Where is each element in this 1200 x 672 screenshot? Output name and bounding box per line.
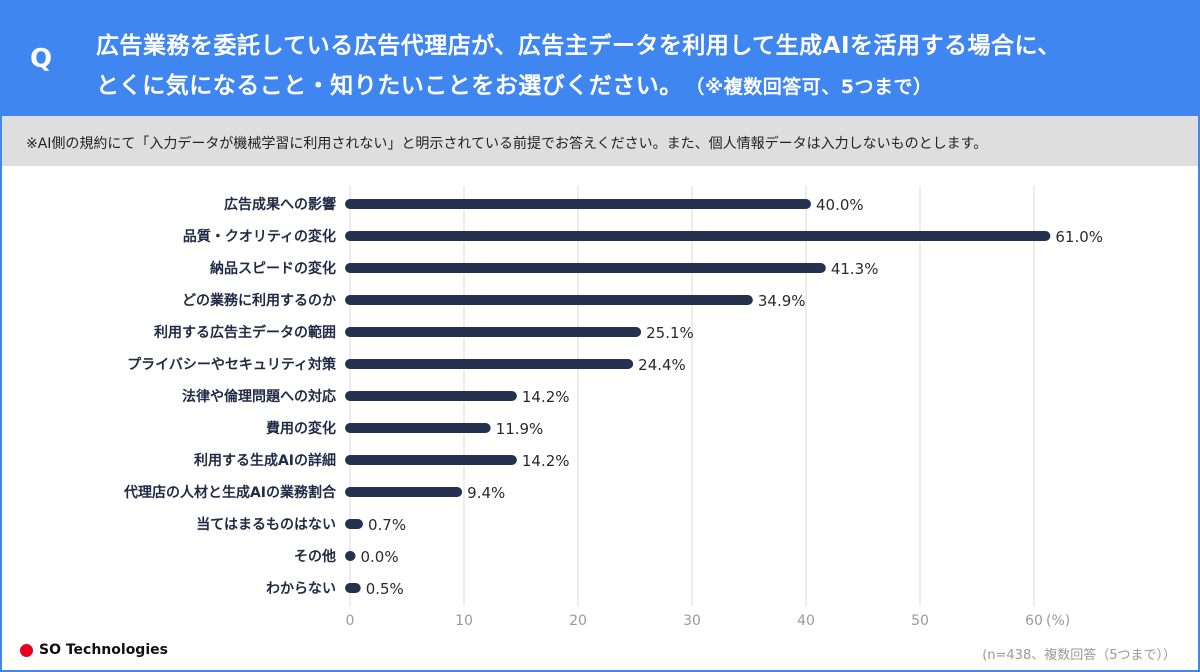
x-tick-label: 10 [455,613,473,629]
notice-banner: ※AI側の規約にて「入力データが機械学習に利用されない」と明示されている前提でお… [2,116,1198,166]
x-tick-label: 50 [911,613,929,629]
company-logo: SO Technologies [20,642,168,658]
category-label: 納品スピードの変化 [210,260,336,277]
logo-text: SO Technologies [39,642,168,658]
x-tick-label: 30 [683,613,701,629]
question-header: Q 広告業務を委託している広告代理店が、広告主データを利用して生成AIを活用する… [0,0,1200,116]
category-label: 品質・クオリティの変化 [183,228,336,245]
category-label: どの業務に利用するのか [182,292,336,309]
value-label: 14.2% [522,388,570,406]
category-label: 当てはまるものはない [196,516,336,533]
category-label: プライバシーやセキュリティ対策 [127,356,337,373]
bar-chart: 0 10 20 30 40 50 60 (%) 広告成果への影響 40.0% 品質・クオリティの変化… [123,186,1103,629]
question-line-2-text: とくに気になること・知りたいことをお選びください。 [96,73,683,99]
value-label: 34.9% [758,292,806,310]
value-label: 9.4% [467,484,505,502]
category-label: 広告成果への影響 [224,196,336,213]
x-tick-label: 0 [346,613,355,629]
label-layer: 0 10 20 30 40 50 60 (%) 広告成果への影響 40.0% 品質・クオリティの変化… [123,196,1103,629]
q-mark: Q [30,44,53,74]
value-label: 14.2% [522,452,570,470]
question-line-1: 広告業務を委託している広告代理店が、広告主データを利用して生成AIを活用する場合… [96,33,1061,59]
value-label: 61.0% [1055,228,1103,246]
category-label: 法律や倫理問題への対応 [182,388,336,405]
category-label: 利用する生成AIの詳細 [194,452,336,469]
value-label: 11.9% [496,420,544,438]
category-label: 代理店の人材と生成AIの業務割合 [123,484,337,501]
value-label: 41.3% [831,260,879,278]
grid-layer [349,186,1035,606]
bar-layer [345,199,1051,593]
question-note: （※複数回答可、5つまで） [694,76,933,98]
sample-size-note: (n=438、複数回答（5つまで）） [982,648,1176,663]
category-label: その他 [294,548,336,565]
category-label: わからない [266,581,336,597]
question-line-2: とくに気になること・知りたいことをお選びください。 （※複数回答可、5つまで） [96,66,933,100]
value-label: 25.1% [646,324,694,342]
category-label: 利用する広告主データの範囲 [154,324,336,341]
x-tick-label: 60 [1025,613,1043,629]
logo-dot-icon [20,643,33,657]
x-axis-unit: (%) [1046,613,1070,629]
x-tick-label: 40 [797,613,815,629]
x-tick-label: 20 [569,613,587,629]
value-label: 0.0% [361,548,399,566]
category-label: 費用の変化 [266,420,336,437]
value-label: 0.5% [366,580,404,598]
value-label: 40.0% [816,196,864,214]
value-label: 24.4% [638,356,686,374]
value-label: 0.7% [368,516,406,534]
notice-text: ※AI側の規約にて「入力データが機械学習に利用されない」と明示されている前提でお… [26,136,988,152]
